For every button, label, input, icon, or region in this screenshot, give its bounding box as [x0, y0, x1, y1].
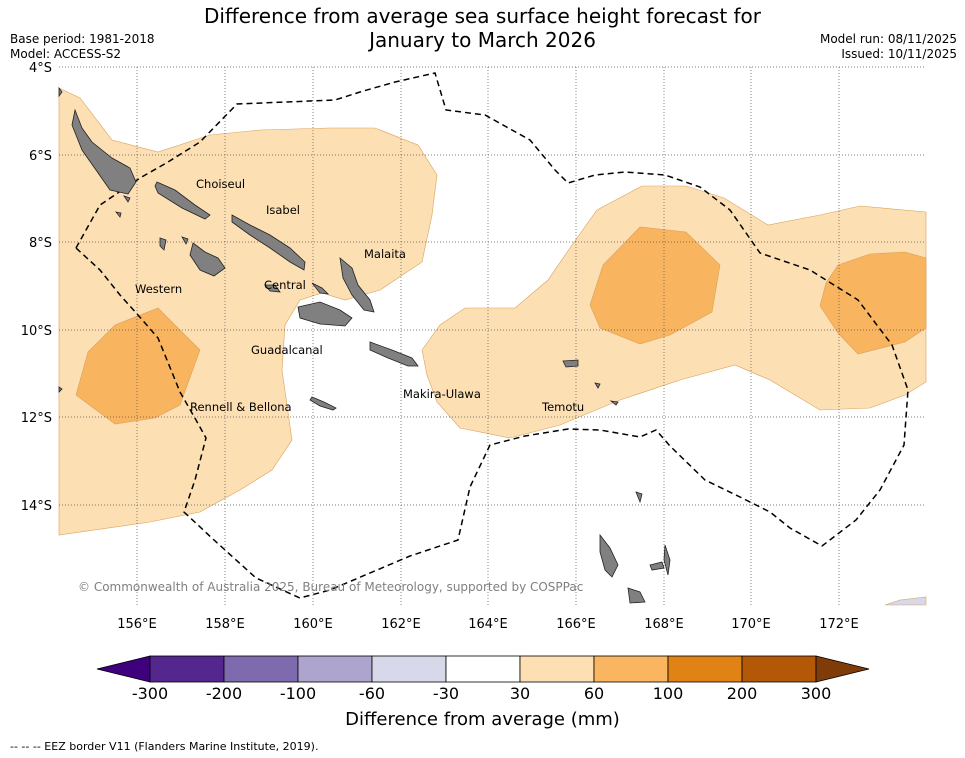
colorbar-extend-low [96, 655, 151, 683]
base-period: Base period: 1981-2018 [10, 32, 155, 46]
lat-tick-labels: 4°S 6°S 8°S 10°S 12°S 14°S [21, 61, 52, 514]
label-temotu: Temotu [541, 400, 584, 414]
colorbar-segment [223, 655, 299, 683]
meta-right: Model run: 08/11/2025 Issued: 10/11/2025 [820, 32, 957, 62]
islet-3 [115, 211, 122, 218]
island-santa-cruz [562, 359, 579, 368]
colorbar-tick-label: -30 [432, 684, 460, 703]
lon-tick-166e: 166°E [556, 617, 596, 632]
lon-tick-labels: 156°E 158°E 160°E 162°E 164°E 166°E 168°… [117, 617, 859, 632]
copyright-note: © Commonwealth of Australia 2025, Bureau… [78, 580, 584, 594]
colorbar-segment [741, 655, 817, 683]
label-isabel: Isabel [266, 203, 300, 217]
eez-border [75, 72, 909, 599]
islet-1 [159, 237, 167, 251]
colorbar-segment [667, 655, 743, 683]
lat-tick-8s: 8°S [29, 236, 52, 251]
colorbar-tick-label: -300 [131, 684, 169, 703]
colorbar-segment [593, 655, 669, 683]
map-title: Difference from average sea surface heig… [0, 4, 965, 52]
label-rennell-bellona: Rennell & Bellona [190, 400, 292, 414]
lon-tick-168e: 168°E [644, 617, 684, 632]
label-central: Central [264, 278, 306, 292]
colorbar-tick-label: 100 [652, 684, 684, 703]
island-vanuatu-ambae [649, 561, 665, 571]
colorbar-tick-label: 300 [800, 684, 832, 703]
colorbar-segment [519, 655, 595, 683]
island-vanuatu-malakula [627, 587, 646, 604]
place-labels: Choiseul Isabel Malaita Western Central … [135, 177, 584, 414]
meta-left: Base period: 1981-2018 Model: ACCESS-S2 [10, 32, 155, 62]
lat-tick-6s: 6°S [29, 149, 52, 164]
lat-tick-10s: 10°S [21, 324, 52, 339]
colorbar-tick-label: 60 [583, 684, 605, 703]
colorbar-segment [149, 655, 225, 683]
island-makira [369, 341, 419, 367]
map-title-line2: January to March 2026 [369, 28, 596, 52]
colorbar-segment [297, 655, 373, 683]
lon-tick-160e: 160°E [293, 617, 333, 632]
contour-60-100-central [589, 226, 721, 345]
gridlines [59, 66, 926, 605]
island-rennell [309, 396, 337, 411]
colorbar [96, 655, 870, 683]
island-bougainville-edge [58, 86, 63, 98]
islet-2 [181, 236, 189, 245]
colorbar-extend-high [815, 655, 870, 683]
island-malaita [339, 257, 375, 313]
island-choiseul [154, 181, 211, 220]
map-title-line1: Difference from average sea surface heig… [203, 4, 762, 28]
island-santa-isabel [231, 214, 306, 271]
colorbar-title: Difference from average (mm) [345, 709, 620, 730]
colorbar-tick-label: -200 [205, 684, 243, 703]
lon-tick-162e: 162°E [381, 617, 421, 632]
model-run: Model run: 08/11/2025 [819, 32, 957, 46]
label-western: Western [135, 282, 182, 296]
lon-tick-156e: 156°E [117, 617, 157, 632]
colorbar-tick-label: 200 [726, 684, 758, 703]
lon-tick-170e: 170°E [731, 617, 771, 632]
island-vanuatu-espiritu-santo [599, 533, 619, 578]
contour-neg-60-30 [884, 596, 927, 606]
island-guadalcanal [297, 301, 353, 327]
island-western-new-georgia [71, 108, 137, 195]
colorbar-segment [371, 655, 447, 683]
colorbar-tick-label: 30 [509, 684, 531, 703]
islet-4 [123, 195, 131, 203]
contour-60-100-east [819, 251, 927, 355]
issued-date: Issued: 10/11/2025 [841, 47, 957, 61]
contour-60-100-west [75, 307, 201, 425]
label-guadalcanal: Guadalcanal [251, 343, 323, 357]
island-new-georgia-group [189, 242, 226, 277]
label-choiseul: Choiseul [196, 177, 245, 191]
lat-tick-4s: 4°S [29, 61, 52, 76]
islet-5 [311, 282, 330, 295]
lon-tick-172e: 172°E [819, 617, 859, 632]
contour-30-60-west [58, 87, 438, 536]
colorbar-segment [445, 655, 521, 683]
label-makira-ulawa: Makira-Ulawa [403, 387, 481, 401]
lon-tick-158e: 158°E [205, 617, 245, 632]
lat-tick-12s: 12°S [21, 411, 52, 426]
model-name: Model: ACCESS-S2 [10, 47, 122, 61]
lat-tick-14s: 14°S [21, 499, 52, 514]
land [58, 86, 671, 604]
islet-8 [635, 491, 643, 504]
eez-legend-note: -- -- -- EEZ border V11 (Flanders Marine… [10, 740, 319, 753]
colorbar-tick-label: -60 [358, 684, 386, 703]
island-vanuatu-pentecost [663, 544, 671, 576]
colorbar-tick-label: -100 [279, 684, 317, 703]
anomaly-contours [58, 87, 927, 606]
islet-6 [594, 382, 601, 389]
islet-9 [58, 386, 63, 393]
island-central-ngella [264, 284, 281, 293]
islet-7 [609, 400, 619, 406]
label-malaita: Malaita [364, 247, 406, 261]
lon-tick-164e: 164°E [468, 617, 508, 632]
